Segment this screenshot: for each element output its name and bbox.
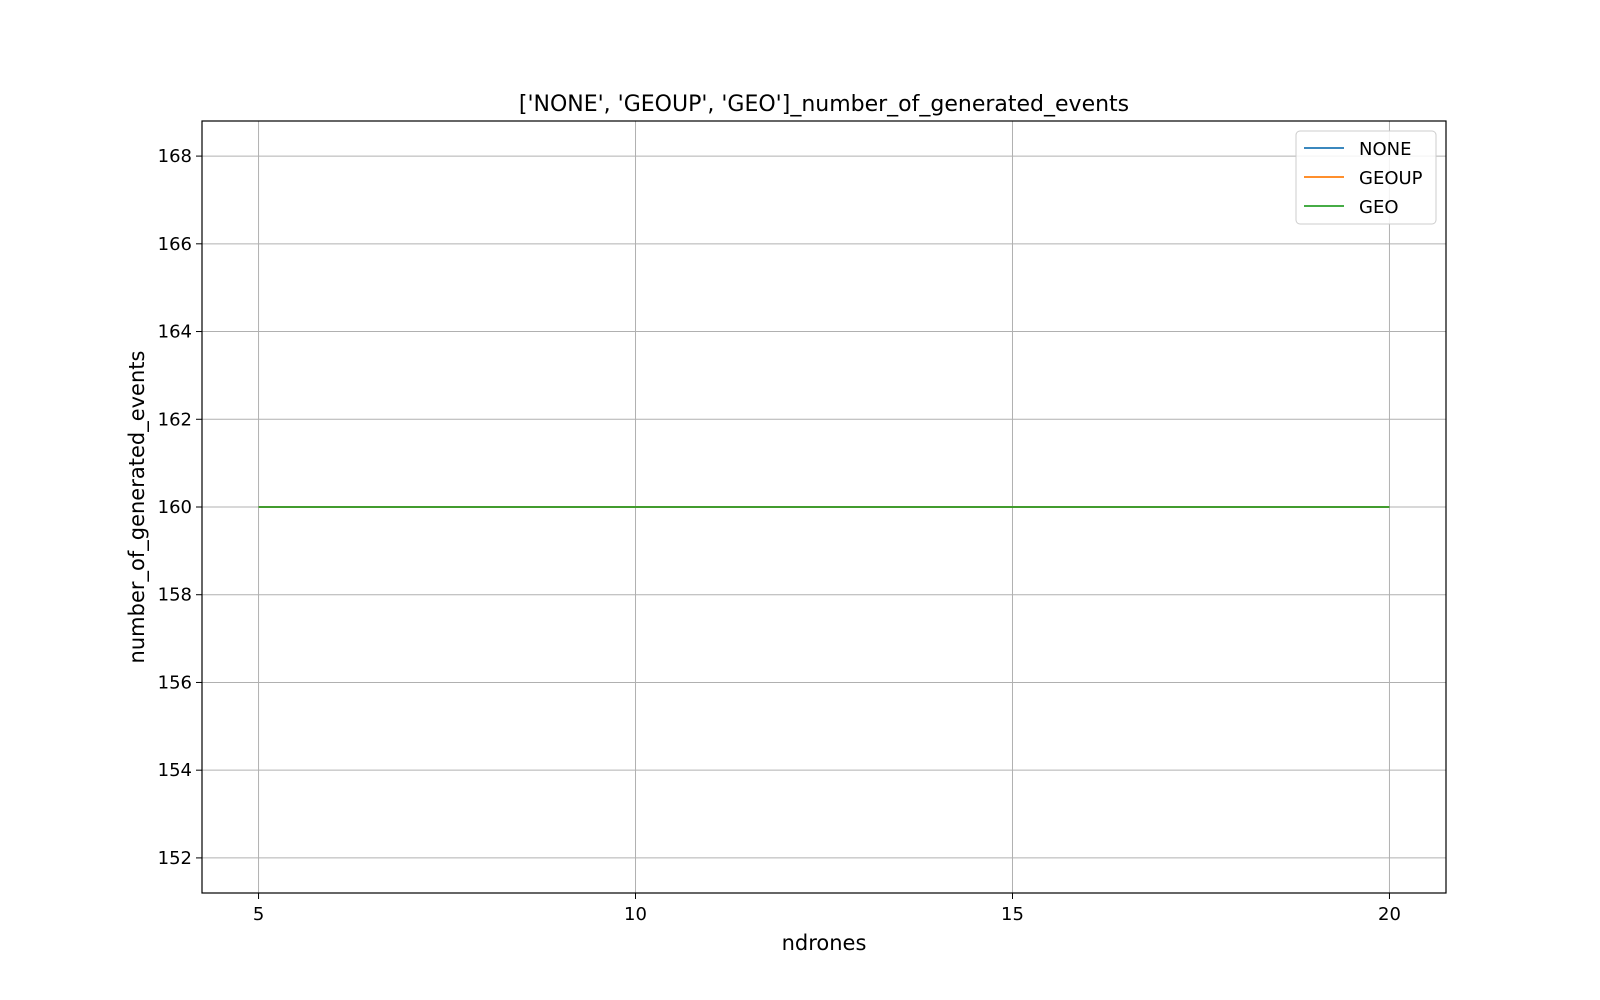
legend: NONE GEOUP GEO: [1295, 130, 1437, 225]
y-tick-label: 158: [158, 585, 192, 606]
x-axis-label: ndrones: [782, 931, 867, 955]
legend-label-none: NONE: [1359, 139, 1411, 160]
chart-title: ['NONE', 'GEOUP', 'GEO']_number_of_gener…: [519, 92, 1129, 117]
axis-ticks: 5 10 15 20 152 154 156 158 160 162 164 166 168: [158, 146, 1401, 925]
y-tick-label: 164: [158, 322, 192, 343]
y-tick-label: 166: [158, 234, 192, 255]
y-tick-label: 160: [158, 497, 192, 518]
y-axis-label: number_of_generated_events: [125, 351, 150, 664]
x-tick-label: 20: [1378, 904, 1401, 925]
legend-label-geoup: GEOUP: [1359, 168, 1423, 189]
x-tick-label: 15: [1001, 904, 1024, 925]
legend-label-geo: GEO: [1359, 197, 1399, 218]
legend-box: [1295, 130, 1437, 225]
y-tick-label: 168: [158, 146, 192, 167]
x-tick-label: 5: [253, 904, 264, 925]
y-tick-label: 162: [158, 409, 192, 430]
y-tick-label: 156: [158, 672, 192, 693]
y-tick-label: 152: [158, 848, 192, 869]
x-tick-label: 10: [624, 904, 647, 925]
y-tick-label: 154: [158, 760, 192, 781]
